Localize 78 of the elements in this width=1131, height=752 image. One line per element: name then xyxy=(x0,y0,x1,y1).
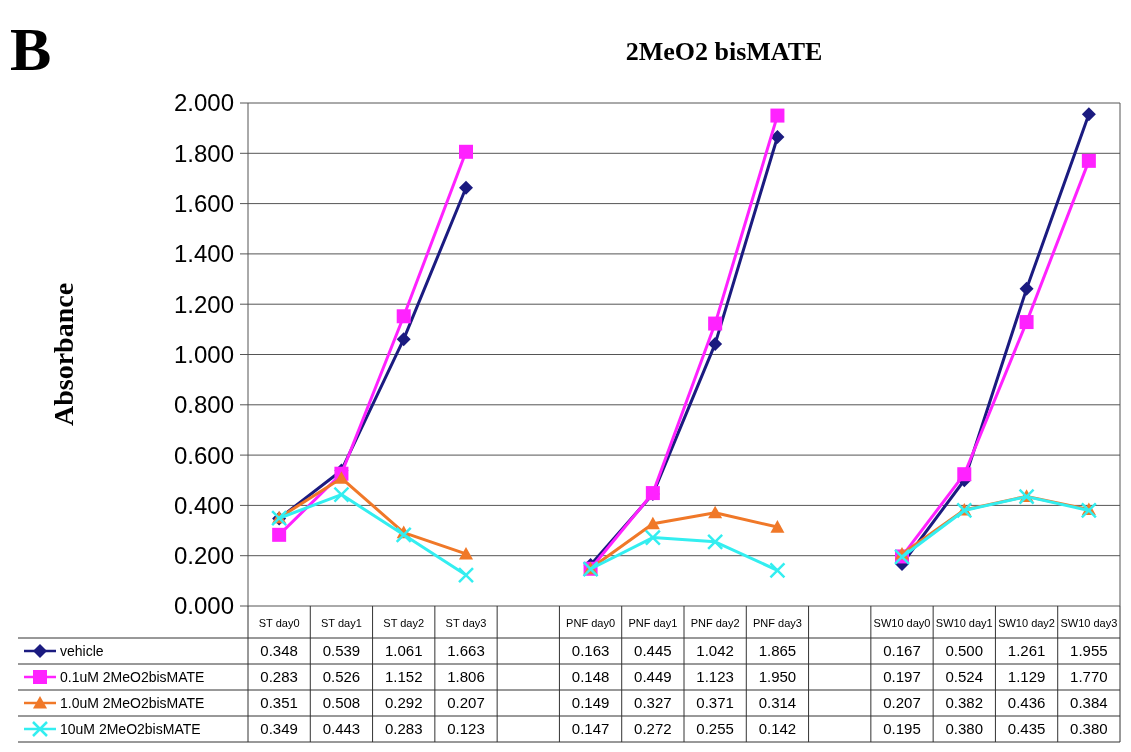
x-tick-label: ST day3 xyxy=(445,617,487,629)
data-label: 0.348 xyxy=(260,642,298,660)
data-label: 1.950 xyxy=(758,668,797,686)
data-label: 0.526 xyxy=(322,668,361,686)
y-tick-label: 0.600 xyxy=(173,441,234,469)
x-tick-label: PNF day0 xyxy=(566,617,616,629)
x-tick-label: PNF day2 xyxy=(690,617,740,629)
data-label: 0.163 xyxy=(571,642,610,660)
data-label: 0.207 xyxy=(883,694,921,712)
x-tick-label: ST day1 xyxy=(321,617,362,629)
data-label: 0.314 xyxy=(758,694,797,712)
data-label: 0.371 xyxy=(696,694,734,712)
data-label: 0.435 xyxy=(1007,720,1046,738)
chart-title: 2MeO2 bisMATE xyxy=(625,37,823,66)
data-label: 0.327 xyxy=(634,694,672,712)
y-tick-label: 1.400 xyxy=(173,240,234,268)
data-label: 0.436 xyxy=(1007,694,1046,712)
data-label: 1.061 xyxy=(384,642,423,660)
data-label: 0.445 xyxy=(634,642,672,660)
y-axis-title: Absorbance xyxy=(48,282,79,427)
data-label: 0.255 xyxy=(696,720,734,738)
x-tick-label: SW10 day3 xyxy=(1060,617,1118,629)
data-label: 1.663 xyxy=(447,642,485,660)
data-label: 1.152 xyxy=(384,668,423,686)
data-label: 1.042 xyxy=(696,642,734,660)
data-label: 0.500 xyxy=(945,642,984,660)
x-tick-label: PNF day3 xyxy=(752,617,802,629)
data-label: 1.955 xyxy=(1070,642,1108,660)
legend-label: 0.1uM 2MeO2bisMATE xyxy=(60,668,205,685)
data-label: 1.261 xyxy=(1007,642,1046,660)
y-tick-label: 1.600 xyxy=(173,190,234,217)
y-tick-label: 1.000 xyxy=(173,340,234,368)
y-tick-label: 0.800 xyxy=(173,391,234,419)
x-tick-label: ST day2 xyxy=(383,617,425,629)
data-label: 1.865 xyxy=(758,642,797,660)
data-label: 1.770 xyxy=(1070,668,1108,686)
data-label: 0.283 xyxy=(260,668,298,686)
x-tick-label: SW10 day1 xyxy=(935,617,993,629)
legend-label: 1.0uM 2MeO2bisMATE xyxy=(60,694,205,711)
y-tick-label: 0.000 xyxy=(173,592,234,620)
data-label: 0.380 xyxy=(945,720,984,738)
data-label: 0.349 xyxy=(260,720,298,738)
data-label: 0.351 xyxy=(260,694,298,712)
data-label: 0.449 xyxy=(634,668,672,686)
data-label: 0.142 xyxy=(758,720,797,738)
data-label: 0.197 xyxy=(883,668,921,686)
data-label: 0.539 xyxy=(322,642,361,660)
legend-label: vehicle xyxy=(60,642,104,659)
y-tick-label: 0.200 xyxy=(173,542,234,570)
data-label: 1.129 xyxy=(1007,668,1046,686)
data-label: 0.443 xyxy=(322,720,361,738)
data-label: 1.806 xyxy=(447,668,485,686)
y-tick-label: 1.800 xyxy=(173,139,234,167)
x-tick-label: PNF day1 xyxy=(628,617,678,629)
y-tick-label: 0.400 xyxy=(173,491,234,519)
x-tick-label: SW10 day2 xyxy=(998,617,1056,629)
data-label: 0.524 xyxy=(945,668,984,686)
data-label: 0.272 xyxy=(634,720,672,738)
legend-label: 10uM 2MeO2bisMATE xyxy=(60,720,201,737)
data-label: 0.167 xyxy=(883,642,921,660)
x-tick-label: SW10 day0 xyxy=(873,617,931,629)
data-label: 0.508 xyxy=(322,694,361,712)
data-label: 0.283 xyxy=(384,720,423,738)
data-label: 0.292 xyxy=(384,694,423,712)
data-label: 0.380 xyxy=(1070,720,1108,738)
data-label: 1.123 xyxy=(696,668,734,686)
data-label: 0.207 xyxy=(447,694,485,712)
data-label: 0.195 xyxy=(883,720,921,738)
y-tick-label: 2.000 xyxy=(173,89,234,117)
y-tick-label: 1.200 xyxy=(173,290,234,318)
data-label: 0.148 xyxy=(571,668,610,686)
x-tick-label: ST day0 xyxy=(258,617,300,629)
data-label: 0.149 xyxy=(571,694,610,712)
text: B xyxy=(10,15,52,83)
data-label: 0.384 xyxy=(1070,694,1108,712)
data-label: 0.123 xyxy=(447,720,485,738)
data-label: 0.382 xyxy=(945,694,984,712)
data-label: 0.147 xyxy=(571,720,610,738)
